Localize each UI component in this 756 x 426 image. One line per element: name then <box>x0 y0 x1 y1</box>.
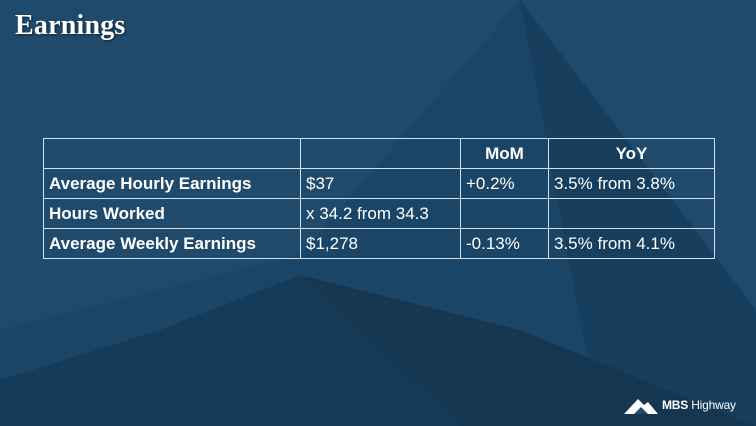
logo-name: Highway <box>691 398 736 412</box>
mbs-highway-logo: MBS Highway <box>624 396 736 414</box>
row-yoy <box>548 198 715 229</box>
row-value: $1,278 <box>300 228 461 259</box>
table-row: Average Weekly Earnings $1,278 -0.13% 3.… <box>43 228 715 259</box>
logo-brand: MBS <box>662 398 689 412</box>
mountain-logo-icon <box>624 399 658 414</box>
row-yoy: 3.5% from 3.8% <box>548 168 715 199</box>
table-row: Average Hourly Earnings $37 +0.2% 3.5% f… <box>43 168 715 199</box>
header-yoy: YoY <box>548 138 715 169</box>
row-mom: +0.2% <box>460 168 549 199</box>
header-label-cell <box>43 138 301 169</box>
row-value: x 34.2 from 34.3 <box>300 198 461 229</box>
row-label: Hours Worked <box>43 198 301 229</box>
row-label: Average Weekly Earnings <box>43 228 301 259</box>
logo-wordmark: MBS Highway <box>662 398 736 412</box>
slide-title: Earnings <box>15 10 126 41</box>
row-mom <box>460 198 549 229</box>
table-row: Hours Worked x 34.2 from 34.3 <box>43 198 715 229</box>
row-label: Average Hourly Earnings <box>43 168 301 199</box>
row-mom: -0.13% <box>460 228 549 259</box>
row-value: $37 <box>300 168 461 199</box>
row-yoy: 3.5% from 4.1% <box>548 228 715 259</box>
table-header-row: MoM YoY <box>43 138 715 169</box>
earnings-table: MoM YoY Average Hourly Earnings $37 +0.2… <box>43 138 715 259</box>
header-mom: MoM <box>460 138 549 169</box>
header-value-cell <box>300 138 461 169</box>
